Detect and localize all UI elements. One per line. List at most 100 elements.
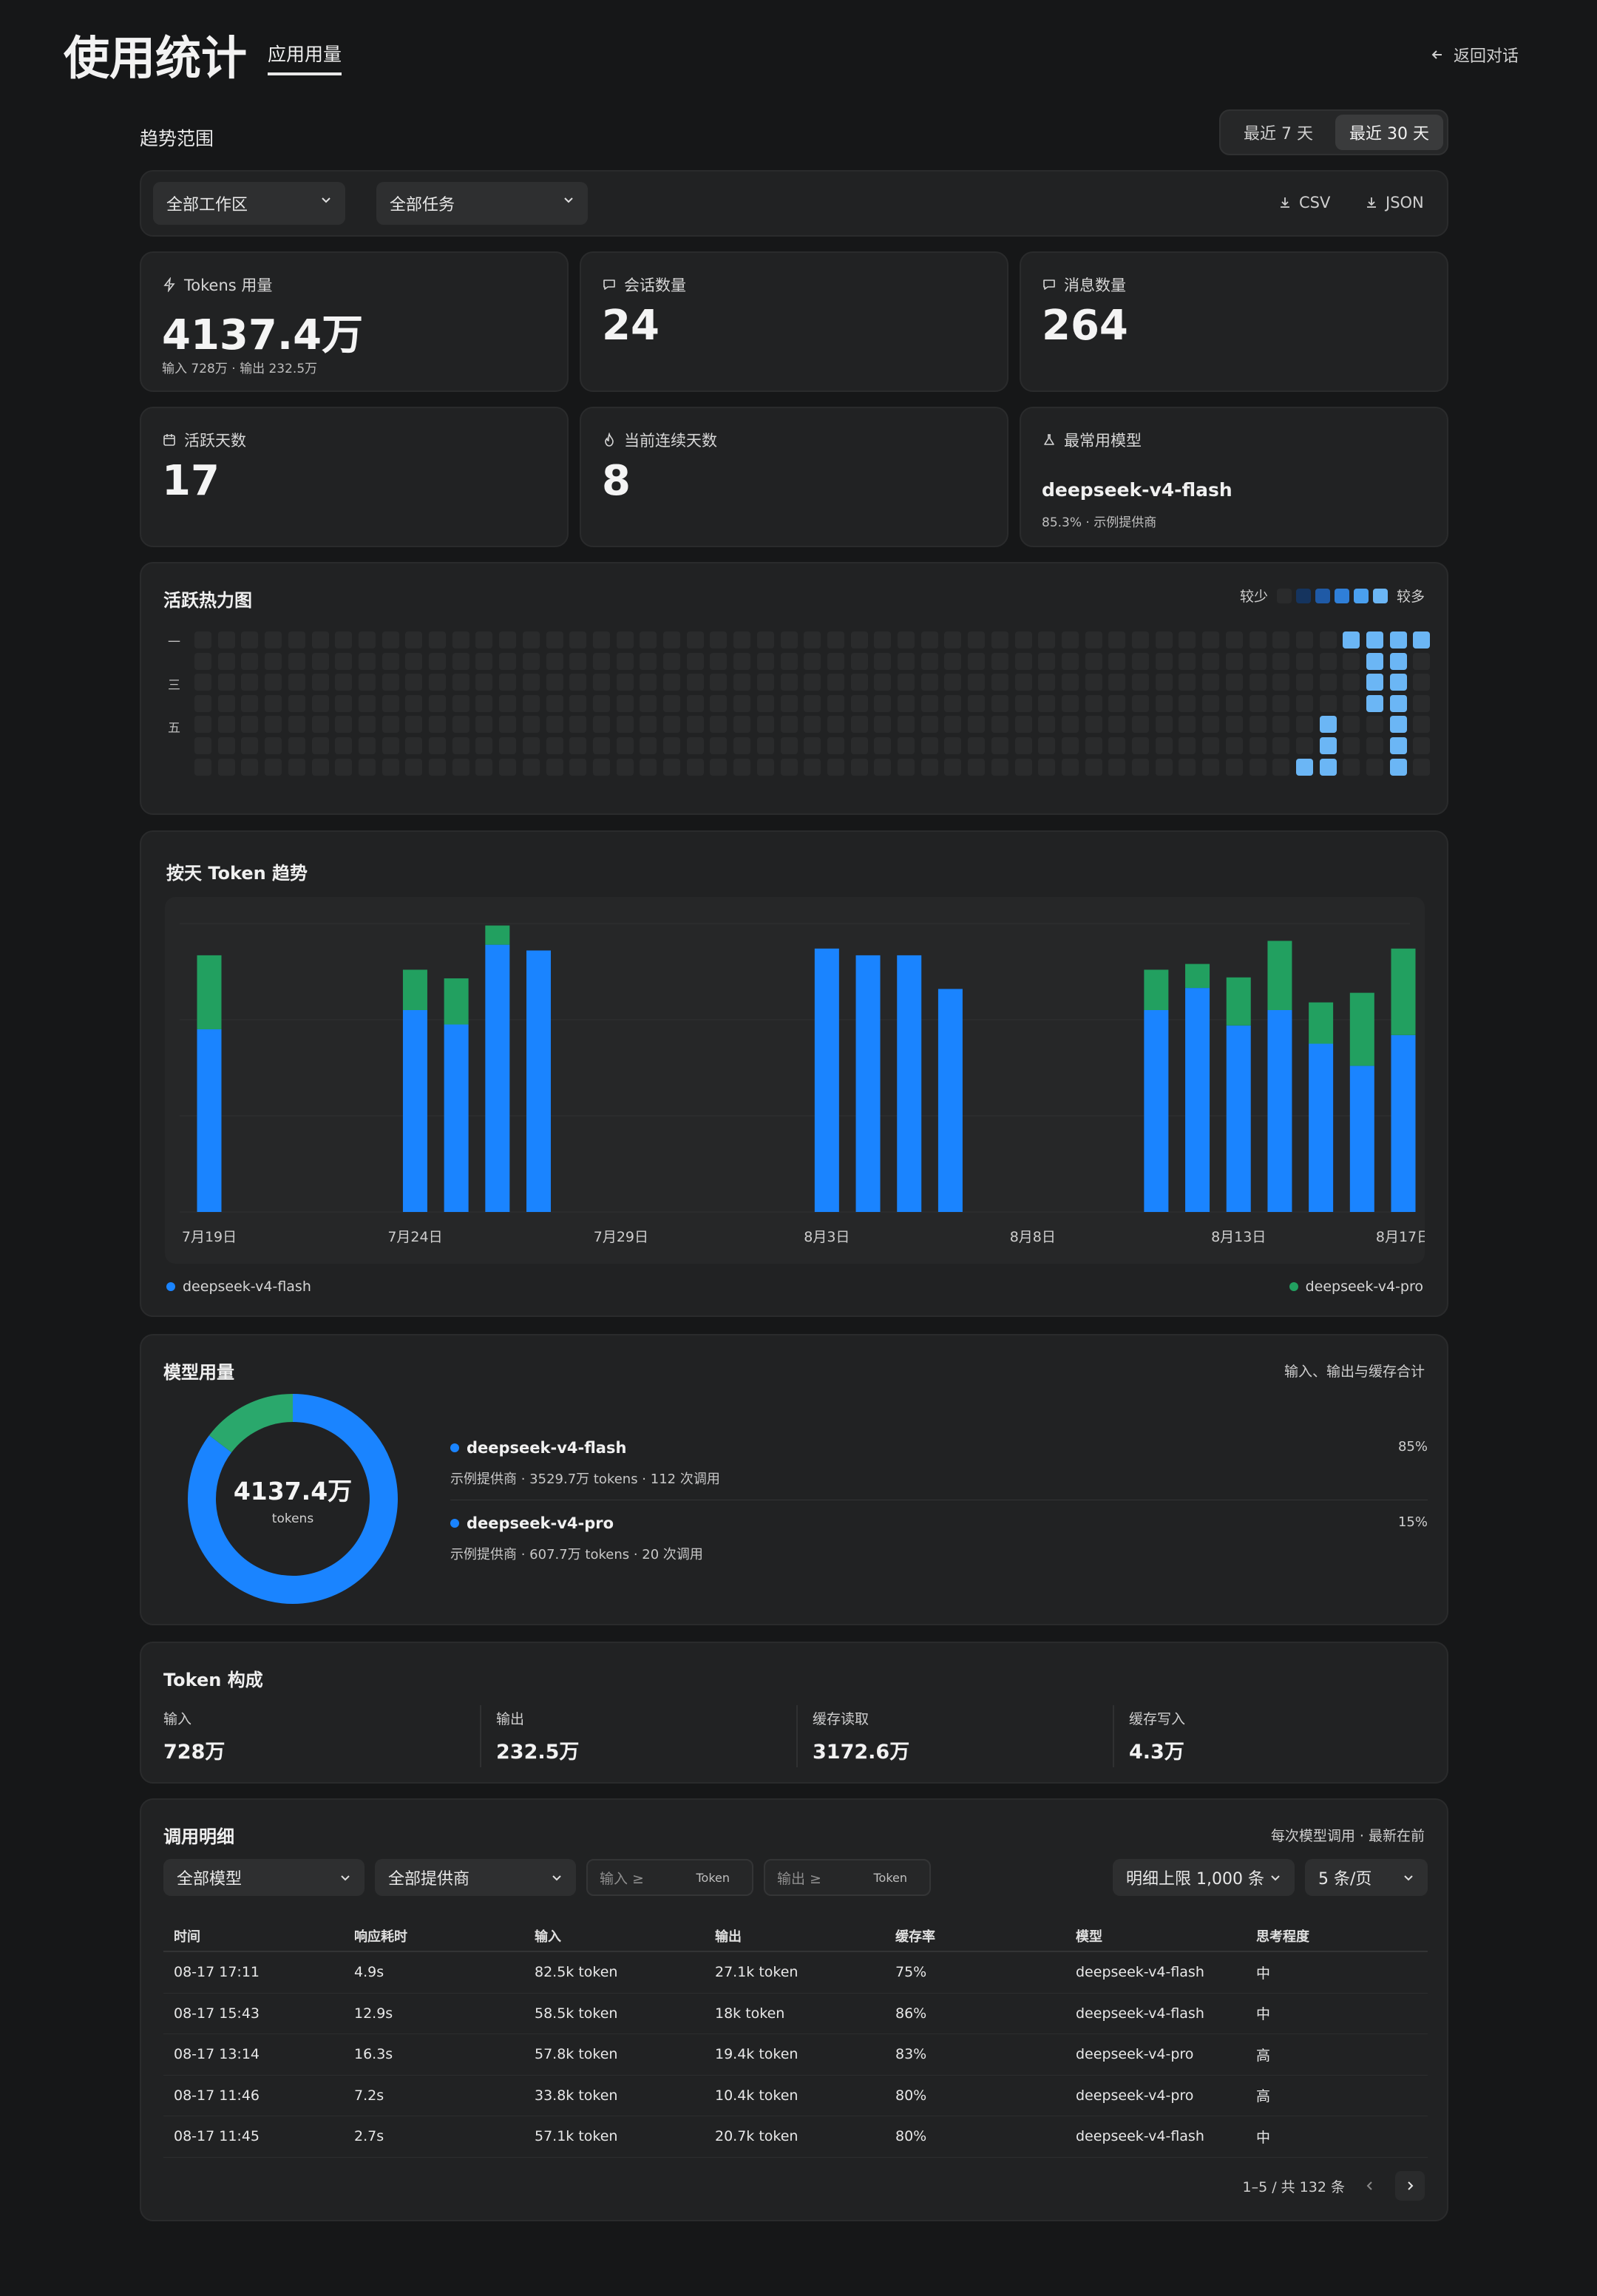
task-select[interactable]: 全部任务 — [376, 182, 588, 225]
heatmap-cell[interactable] — [874, 631, 892, 648]
heatmap-cell[interactable] — [1413, 652, 1431, 670]
heatmap-cell[interactable] — [733, 758, 751, 776]
heatmap-cell[interactable] — [1343, 674, 1360, 691]
tab-app-usage[interactable]: 应用用量 — [268, 40, 342, 75]
heatmap-cell[interactable] — [874, 737, 892, 754]
heatmap-cell[interactable] — [1108, 737, 1126, 754]
heatmap-cell[interactable] — [1155, 631, 1173, 648]
heatmap-cell[interactable] — [1038, 737, 1056, 754]
heatmap-cell[interactable] — [1249, 694, 1267, 712]
heatmap-cell[interactable] — [1413, 631, 1431, 648]
heatmap-cell[interactable] — [522, 737, 540, 754]
heatmap-cell[interactable] — [475, 737, 493, 754]
heatmap-cell[interactable] — [1014, 652, 1032, 670]
heatmap-cell[interactable] — [991, 716, 1008, 734]
heatmap-cell[interactable] — [311, 674, 329, 691]
heatmap-cell[interactable] — [452, 652, 469, 670]
heatmap-cell[interactable] — [1413, 716, 1431, 734]
heatmap-cell[interactable] — [968, 758, 986, 776]
heatmap-cell[interactable] — [1085, 631, 1102, 648]
heatmap-cell[interactable] — [405, 716, 423, 734]
bar-deepseek-v4-flash[interactable] — [897, 955, 922, 1212]
heatmap-cell[interactable] — [1389, 631, 1407, 648]
heatmap-cell[interactable] — [850, 694, 868, 712]
export-json-button[interactable]: JSON — [1365, 194, 1424, 211]
heatmap-cell[interactable] — [898, 694, 915, 712]
heatmap-cell[interactable] — [1132, 674, 1149, 691]
heatmap-cell[interactable] — [1319, 716, 1337, 734]
heatmap-cell[interactable] — [335, 652, 353, 670]
heatmap-cell[interactable] — [217, 716, 235, 734]
bar-deepseek-v4-pro[interactable] — [1144, 969, 1169, 1010]
heatmap-cell[interactable] — [968, 652, 986, 670]
heatmap-cell[interactable] — [804, 674, 821, 691]
heatmap-cell[interactable] — [1061, 737, 1079, 754]
heatmap-cell[interactable] — [1108, 674, 1126, 691]
heatmap-cell[interactable] — [1389, 694, 1407, 712]
heatmap-cell[interactable] — [382, 716, 399, 734]
heatmap-cell[interactable] — [217, 631, 235, 648]
bar-deepseek-v4-flash[interactable] — [855, 955, 881, 1212]
prev-page-button[interactable] — [1355, 2171, 1385, 2201]
heatmap-cell[interactable] — [1038, 716, 1056, 734]
heatmap-cell[interactable] — [663, 674, 680, 691]
heatmap-cell[interactable] — [640, 652, 657, 670]
heatmap-cell[interactable] — [944, 716, 962, 734]
heatmap-cell[interactable] — [522, 694, 540, 712]
heatmap-cell[interactable] — [1061, 758, 1079, 776]
bar-deepseek-v4-flash[interactable] — [1349, 1066, 1374, 1212]
bar-deepseek-v4-pro[interactable] — [1349, 992, 1374, 1066]
heatmap-cell[interactable] — [1366, 758, 1383, 776]
heatmap-cell[interactable] — [522, 758, 540, 776]
heatmap-cell[interactable] — [265, 716, 282, 734]
heatmap-cell[interactable] — [1343, 652, 1360, 670]
heatmap-cell[interactable] — [850, 652, 868, 670]
heatmap-cell[interactable] — [1108, 694, 1126, 712]
heatmap-cell[interactable] — [288, 652, 305, 670]
heatmap-cell[interactable] — [1225, 737, 1243, 754]
heatmap-cell[interactable] — [194, 674, 211, 691]
heatmap-cell[interactable] — [1389, 758, 1407, 776]
heatmap-cell[interactable] — [874, 674, 892, 691]
heatmap-cell[interactable] — [1249, 652, 1267, 670]
heatmap-cell[interactable] — [920, 652, 938, 670]
heatmap-cell[interactable] — [452, 737, 469, 754]
heatmap-cell[interactable] — [241, 716, 259, 734]
heatmap-cell[interactable] — [311, 737, 329, 754]
heatmap-cell[interactable] — [288, 716, 305, 734]
bar-deepseek-v4-flash[interactable] — [526, 950, 552, 1212]
heatmap-cell[interactable] — [569, 737, 587, 754]
heatmap-cell[interactable] — [405, 652, 423, 670]
heatmap-cell[interactable] — [1014, 631, 1032, 648]
heatmap-cell[interactable] — [546, 631, 563, 648]
heatmap-cell[interactable] — [804, 694, 821, 712]
heatmap-cell[interactable] — [710, 631, 728, 648]
heatmap-cell[interactable] — [1202, 737, 1220, 754]
heatmap-cell[interactable] — [475, 631, 493, 648]
heatmap-cell[interactable] — [241, 758, 259, 776]
heatmap-cell[interactable] — [780, 652, 798, 670]
bar-deepseek-v4-pro[interactable] — [197, 955, 222, 1029]
heatmap-cell[interactable] — [1272, 737, 1290, 754]
heatmap-cell[interactable] — [1225, 631, 1243, 648]
heatmap-cell[interactable] — [311, 694, 329, 712]
heatmap-cell[interactable] — [569, 694, 587, 712]
heatmap-cell[interactable] — [546, 758, 563, 776]
heatmap-cell[interactable] — [1343, 737, 1360, 754]
heatmap-cell[interactable] — [780, 631, 798, 648]
heatmap-cell[interactable] — [920, 694, 938, 712]
heatmap-cell[interactable] — [358, 631, 376, 648]
heatmap-cell[interactable] — [1413, 694, 1431, 712]
heatmap-cell[interactable] — [194, 694, 211, 712]
heatmap-cell[interactable] — [569, 758, 587, 776]
heatmap-cell[interactable] — [475, 716, 493, 734]
heatmap-cell[interactable] — [1132, 694, 1149, 712]
heatmap-cell[interactable] — [569, 674, 587, 691]
heatmap-cell[interactable] — [592, 631, 610, 648]
range-7-days-button[interactable]: 最近 7 天 — [1244, 125, 1313, 143]
heatmap-cell[interactable] — [1155, 758, 1173, 776]
heatmap-cell[interactable] — [874, 694, 892, 712]
heatmap-cell[interactable] — [1179, 737, 1196, 754]
heatmap-cell[interactable] — [1179, 652, 1196, 670]
bar-deepseek-v4-flash[interactable] — [1185, 988, 1210, 1212]
